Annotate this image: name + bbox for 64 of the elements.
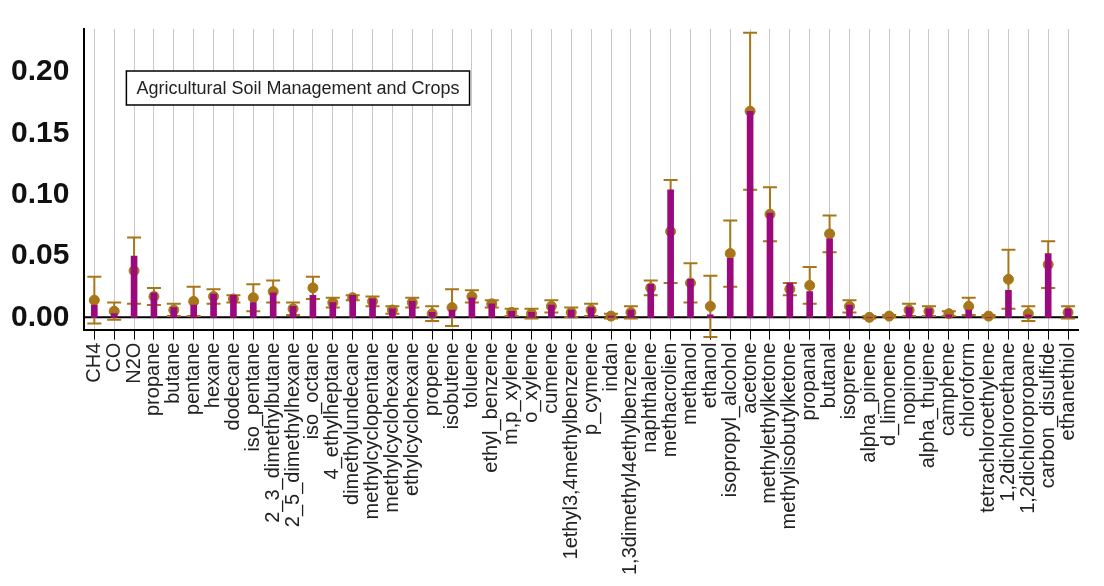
bar	[707, 314, 714, 318]
x-tick-label: 4_ethylheptane	[320, 342, 344, 480]
x-tick-label: isopropyl_alcohol	[717, 342, 741, 498]
x-tick-label: 1,3dimethyl4ethylbenzene	[618, 342, 641, 576]
y-tick-label: 0.05	[11, 237, 70, 271]
x-tick-label: isoprene	[836, 342, 859, 420]
bar	[408, 301, 416, 318]
bar	[369, 298, 376, 318]
x-tick-label: methylethylketone	[757, 342, 780, 504]
point	[88, 294, 100, 306]
bar	[786, 282, 794, 318]
y-tick-label: 0.20	[11, 53, 70, 87]
x-tick-label: CH4	[81, 342, 104, 383]
bar	[448, 309, 456, 318]
bar	[647, 283, 655, 318]
bar	[548, 304, 555, 318]
point	[247, 292, 259, 304]
bar	[249, 302, 257, 318]
x-tick-label: tetrachloroethylene	[976, 342, 999, 513]
annotation: Agricultural Soil Management and Crops	[136, 77, 460, 98]
bar	[150, 292, 158, 318]
bar	[329, 302, 337, 318]
x-tick-label: 1ethyl3,4methylbenzene	[558, 342, 581, 560]
y-tick-label: 0.00	[11, 298, 70, 332]
x-tick-label: ethyl_benzene	[479, 342, 503, 473]
bar	[488, 303, 496, 318]
bar	[726, 258, 734, 318]
x-tick-label: toluene	[459, 342, 482, 409]
bar	[766, 212, 774, 318]
point	[704, 300, 716, 312]
y-tick-label: 0.15	[11, 114, 70, 148]
point	[824, 228, 836, 240]
x-tick-label: indan	[598, 342, 621, 392]
bar	[806, 291, 814, 318]
bar	[190, 304, 198, 318]
x-tick-label: N2O	[121, 342, 144, 384]
x-tick-label: ethanethiol	[1055, 342, 1078, 441]
bar	[309, 294, 317, 318]
bar	[269, 292, 277, 318]
point	[188, 295, 200, 307]
point	[307, 282, 319, 294]
bar	[846, 304, 853, 318]
x-tick-label: nopinone	[896, 342, 919, 425]
bar	[91, 304, 98, 318]
x-tick-label: pentane	[181, 342, 204, 415]
x-tick-label: propane	[141, 342, 164, 417]
bar	[746, 110, 754, 318]
bar	[1005, 290, 1012, 318]
bar	[230, 294, 237, 318]
bar	[1044, 253, 1052, 318]
point	[804, 279, 816, 291]
bar	[389, 308, 396, 318]
point	[863, 311, 875, 323]
y-tick-label: 0.10	[11, 175, 70, 209]
bar	[468, 297, 476, 318]
bar	[349, 294, 356, 318]
bar	[687, 278, 694, 318]
point	[1002, 273, 1014, 285]
bar	[667, 189, 674, 318]
x-tick-label: iso_pentane	[240, 342, 264, 452]
x-tick-label: propene	[419, 342, 442, 417]
bar	[826, 238, 833, 318]
bar	[130, 255, 138, 318]
x-tick-label: CO	[101, 342, 124, 373]
